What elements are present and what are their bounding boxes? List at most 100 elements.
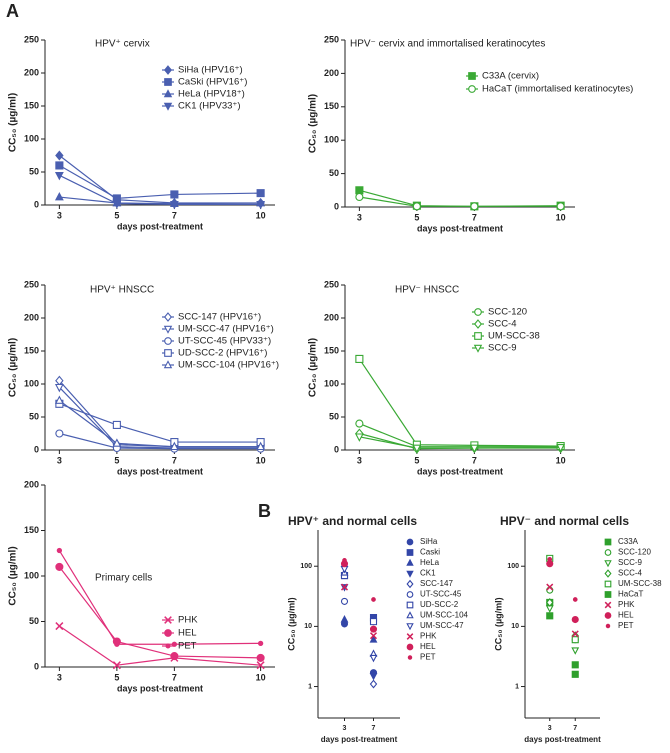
series-line — [59, 164, 261, 200]
marker — [406, 633, 414, 640]
marker — [406, 549, 414, 556]
marker — [164, 349, 172, 357]
legend-label: HEL — [420, 642, 436, 651]
marker — [604, 580, 612, 588]
legend-label: SCC-9 — [488, 343, 517, 354]
marker — [474, 308, 482, 316]
y-tick-label: 100 — [324, 135, 339, 145]
marker — [340, 615, 349, 623]
marker — [406, 611, 414, 619]
marker — [604, 549, 612, 556]
marker — [546, 597, 554, 607]
x-tick-label: 7 — [172, 672, 177, 682]
x-axis-label: days post-treatment — [117, 221, 203, 231]
marker — [55, 562, 64, 571]
legend-label: PET — [618, 621, 634, 630]
marker — [169, 200, 179, 210]
y-tick-label: 0 — [34, 199, 39, 209]
series-line — [359, 189, 561, 207]
y-tick-label: 50 — [29, 166, 39, 176]
x-tick-label: 7 — [573, 725, 577, 732]
legend-label: CK1 (HPV33⁺) — [178, 101, 241, 112]
marker — [407, 655, 413, 660]
y-tick-label: 250 — [324, 34, 339, 44]
legend-label: HeLa (HPV18⁺) — [178, 89, 245, 100]
series-line — [358, 358, 561, 447]
marker — [114, 641, 120, 647]
legend-label: SiHa — [420, 537, 438, 546]
marker — [256, 441, 266, 451]
marker — [474, 332, 482, 340]
marker — [571, 615, 579, 624]
marker — [604, 538, 612, 546]
legend-label: SCC-120 — [488, 307, 527, 318]
x-tick-label: 7 — [472, 455, 477, 465]
marker — [604, 560, 612, 568]
x-tick-label: 3 — [357, 212, 362, 222]
series-line — [359, 423, 561, 448]
marker — [112, 661, 121, 670]
y-tick-label: 200 — [324, 68, 339, 78]
marker — [369, 679, 378, 689]
legend-label: PET — [420, 653, 436, 662]
legend-label: C33A — [618, 537, 639, 546]
x-tick-label: 7 — [372, 725, 376, 732]
y-tick-label: 250 — [24, 279, 39, 289]
x-tick-label: 10 — [256, 455, 266, 465]
y-tick-label: 50 — [329, 411, 339, 421]
marker — [369, 625, 378, 633]
y-axis-label: CC₅₀ (µg/ml) — [8, 93, 19, 152]
x-tick-label: 10 — [256, 210, 266, 220]
x-tick-label: 3 — [57, 672, 62, 682]
series-line — [359, 196, 561, 207]
marker — [556, 444, 566, 453]
x-tick-label: 3 — [57, 210, 62, 220]
marker — [412, 202, 421, 211]
marker — [112, 438, 122, 447]
marker — [54, 171, 64, 181]
y-tick-label: 200 — [24, 312, 39, 322]
x-axis-label: days post-treatment — [321, 735, 398, 744]
series-line — [58, 566, 261, 659]
y-tick-label: 150 — [324, 101, 339, 111]
y-tick-label: 10 — [511, 623, 519, 630]
marker — [170, 652, 179, 661]
chart-title: HPV⁺ cervix — [95, 39, 150, 50]
legend-label: PHK — [420, 632, 437, 641]
x-tick-label: 3 — [343, 725, 347, 732]
marker — [406, 601, 414, 609]
marker — [369, 618, 378, 626]
x-tick-label: 3 — [548, 725, 552, 732]
legend-label: CK1 — [420, 569, 436, 578]
marker — [604, 612, 612, 619]
marker — [163, 102, 173, 111]
marker — [469, 444, 479, 454]
marker — [604, 601, 612, 609]
series-line — [59, 196, 261, 205]
marker — [340, 566, 349, 574]
x-axis-label: days post-treatment — [117, 683, 203, 693]
y-tick-label: 100 — [24, 133, 39, 143]
series-line — [58, 550, 261, 645]
marker — [468, 72, 476, 80]
marker — [163, 325, 173, 334]
marker — [355, 186, 364, 195]
y-tick-label: 100 — [507, 563, 519, 570]
series-line — [59, 400, 261, 448]
series-line — [359, 436, 561, 449]
marker — [256, 653, 265, 662]
marker — [406, 570, 414, 578]
marker — [571, 647, 580, 655]
legend-label: PET — [178, 641, 197, 652]
y-tick-label: 100 — [300, 563, 312, 570]
y-tick-label: 200 — [24, 67, 39, 77]
x-tick-label: 5 — [114, 210, 119, 220]
marker — [163, 65, 173, 75]
marker — [355, 419, 364, 428]
series-line — [58, 386, 261, 449]
marker — [571, 670, 579, 678]
y-tick-label: 100 — [324, 378, 339, 388]
legend-label: UM-SCC-104 — [420, 611, 469, 620]
marker — [55, 161, 64, 170]
